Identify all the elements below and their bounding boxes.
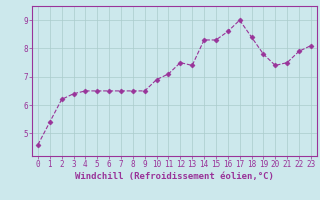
X-axis label: Windchill (Refroidissement éolien,°C): Windchill (Refroidissement éolien,°C) bbox=[75, 172, 274, 181]
